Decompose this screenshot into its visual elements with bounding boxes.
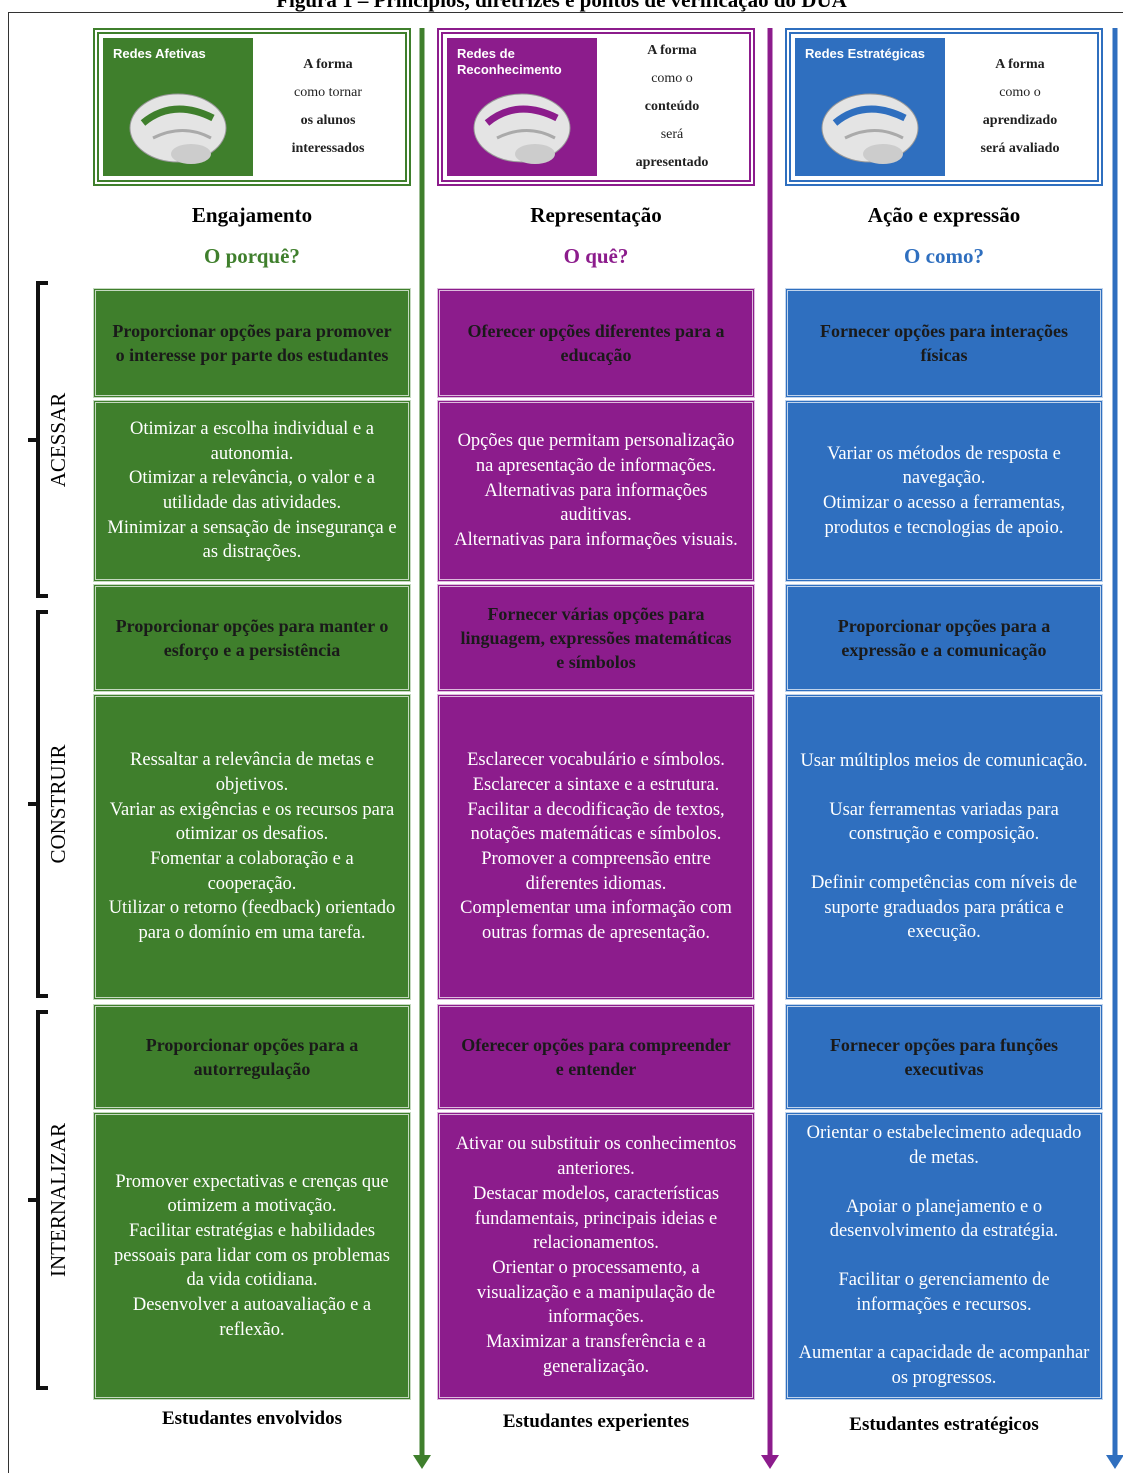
- network-text-line: como o: [651, 71, 693, 86]
- checkpoint: Otimizar a relevância, o valor e a utili…: [128, 468, 376, 513]
- checkpoint: Otimizar o acesso a ferramentas, produto…: [823, 493, 1065, 538]
- guideline-heading: Proporcionar opções para manter o esforç…: [93, 584, 411, 692]
- checkpoint: Maximizar a transferência e a generaliza…: [486, 1332, 706, 1377]
- checkpoint: Opções que permitam personalização na ap…: [457, 431, 735, 476]
- network-text-line: A forma: [995, 57, 1045, 72]
- guideline-body: Otimizar a escolha individual e a autono…: [93, 400, 411, 582]
- network-text-line: aprendizado: [982, 113, 1058, 128]
- checkpoint: Ressaltar a relevância de metas e objeti…: [130, 750, 374, 795]
- guideline-heading: Oferecer opções para compreender e enten…: [437, 1004, 755, 1110]
- network-text-line: interessados: [291, 141, 365, 156]
- checkpoint: Ativar ou substituir os conhecimentos an…: [455, 1134, 737, 1180]
- network-panel: Redes de Reconhecimento: [447, 38, 597, 176]
- network-panel: Redes Afetivas: [103, 38, 253, 176]
- principle: Representação: [530, 203, 662, 227]
- network-text-line: conteúdo: [644, 99, 700, 114]
- guideline-body: Esclarecer vocabulário e símbolos. Esclar…: [437, 694, 755, 1000]
- guideline-body: Usar múltiplos meios de comunicação. Usar…: [785, 694, 1103, 1000]
- brain-icon: [129, 93, 227, 164]
- checkpoint: Variar as exigências e os recursos para …: [109, 799, 395, 845]
- network-name: Redes Afetivas: [113, 46, 206, 61]
- checkpoint: Facilitar a decodificação de textos, not…: [467, 799, 725, 845]
- checkpoint: Destacar modelos, características fundam…: [472, 1183, 720, 1254]
- checkpoint: Utilizar o retorno (feedback) orientado …: [108, 898, 396, 944]
- guideline-body: Ressaltar a relevância de metas e objeti…: [93, 694, 411, 1000]
- network-text: A forma como o conteúdo será apresentado: [599, 38, 745, 176]
- network-box: Redes de Reconhecimento A forma como o cont…: [437, 28, 755, 186]
- guideline-body: Orientar o estabelecimento adequado de m…: [785, 1112, 1103, 1400]
- row-label: INTERNALIZAR: [46, 1123, 70, 1277]
- checkpoint: Definir competências com níveis de supor…: [810, 873, 1078, 943]
- arrow-head: [1106, 1455, 1123, 1469]
- arrow-head: [761, 1455, 779, 1469]
- checkpoint: Orientar o estabelecimento adequado de m…: [806, 1123, 1082, 1168]
- guideline-heading: Proporcionar opções para a autorregulaçã…: [93, 1004, 411, 1110]
- network-text-line: A forma: [303, 57, 353, 72]
- checkpoint: Promover a compreensão entre diferentes …: [481, 849, 711, 894]
- frame: [8, 12, 1123, 1473]
- checkpoint: Usar múltiplos meios de comunicação.: [800, 750, 1088, 771]
- guideline-body: Promover expectativas e crenças que otim…: [93, 1112, 411, 1400]
- network-text-line: como o: [999, 85, 1041, 100]
- outcome: Estudantes experientes: [502, 1411, 690, 1432]
- checkpoint: Orientar o processamento, a visualização…: [476, 1258, 716, 1328]
- checkpoint: Minimizar a sensação de insegurança e as…: [107, 517, 397, 563]
- network-text-line: como tornar: [293, 85, 363, 100]
- network-name: Redes Estratégicas: [805, 46, 925, 61]
- checkpoint: Otimizar a escolha individual e a autono…: [129, 418, 374, 464]
- principle: Engajamento: [191, 203, 313, 227]
- checkpoint: Facilitar o gerenciamento de informações…: [838, 1270, 1050, 1315]
- network-box: Redes Estratégicas A forma como o aprendiza…: [785, 28, 1103, 186]
- checkpoint: Fomentar a colaboração e a cooperação.: [150, 849, 354, 894]
- row-label: ACESSAR: [46, 392, 70, 488]
- network-text-line: será: [660, 127, 684, 142]
- checkpoint: Esclarecer a sintaxe e a estrutura.: [472, 774, 720, 795]
- checkpoint: Apoiar o planejamento e o desenvolviment…: [829, 1196, 1059, 1242]
- network-panel: Redes Estratégicas: [795, 38, 945, 176]
- network-text-line: será avaliado: [980, 141, 1060, 156]
- guideline-heading: Fornecer opções para funções executivas: [785, 1004, 1103, 1110]
- outcome: Estudantes envolvidos: [161, 1408, 343, 1429]
- network-text-line: A forma: [647, 43, 697, 58]
- checkpoint: Alternativas para informações visuais.: [454, 530, 738, 551]
- guideline-body: Opções que permitam personalização na ap…: [437, 400, 755, 582]
- network-text: A forma como o aprendizado será avaliado: [947, 38, 1093, 176]
- guideline-heading: Proporcionar opções para promover o inte…: [93, 288, 411, 398]
- network-text-line: os alunos: [300, 113, 356, 128]
- arrow-head: [413, 1455, 431, 1469]
- guideline-body: Ativar ou substituir os conhecimentos an…: [437, 1112, 755, 1400]
- guideline-body: Variar os métodos de resposta e navegaçã…: [785, 400, 1103, 582]
- checkpoint: Esclarecer vocabulário e símbolos.: [467, 750, 725, 771]
- question: O como?: [904, 244, 984, 268]
- guideline-heading: Fornecer várias opções para linguagem, e…: [437, 584, 755, 692]
- network-name: Redes de Reconhecimento: [457, 46, 562, 77]
- checkpoint: Alternativas para informações auditivas.: [484, 480, 708, 526]
- checkpoint: Complementar uma informação com outras f…: [460, 898, 732, 944]
- row-label: CONSTRUIR: [46, 744, 70, 864]
- checkpoint: Variar os métodos de resposta e navegaçã…: [827, 443, 1061, 489]
- checkpoint: Usar ferramentas variadas para construçã…: [829, 799, 1059, 845]
- brain-icon: [473, 93, 571, 164]
- network-box: Redes Afetivas A forma como tornar os aluno…: [93, 28, 411, 186]
- brackets: [28, 281, 48, 1390]
- question: O porquê?: [204, 244, 300, 268]
- checkpoint: Promover expectativas e crenças que otim…: [115, 1171, 389, 1217]
- checkpoint: Facilitar estratégias e habilidades pess…: [114, 1220, 390, 1291]
- network-text: A forma como tornar os alunos interessados: [255, 38, 401, 176]
- checkpoint: Aumentar a capacidade de acompanhar os p…: [798, 1343, 1090, 1389]
- principle: Ação e expressão: [867, 203, 1021, 227]
- brain-icon: [821, 93, 919, 164]
- question: O quê?: [563, 244, 629, 268]
- guideline-heading: Proporcionar opções para a expressão e a…: [785, 584, 1103, 692]
- guideline-heading: Fornecer opções para interações físicas: [785, 288, 1103, 398]
- network-text-line: apresentado: [635, 155, 709, 170]
- figure-title: Figura 1 – Princípios, diretrizes e pont…: [0, 0, 1123, 12]
- guideline-heading: Oferecer opções diferentes para a educaç…: [437, 288, 755, 398]
- outcome: Estudantes estratégicos: [849, 1414, 1039, 1435]
- checkpoint: Desenvolver a autoavaliação e a reflexão…: [132, 1295, 372, 1340]
